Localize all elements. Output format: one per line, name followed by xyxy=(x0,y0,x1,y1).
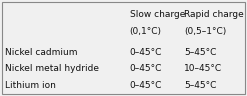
Text: Nickel metal hydride: Nickel metal hydride xyxy=(5,64,100,73)
Text: 5–45°C: 5–45°C xyxy=(184,48,216,57)
Text: 10–45°C: 10–45°C xyxy=(184,64,222,73)
Text: Rapid charge: Rapid charge xyxy=(184,10,244,19)
Text: (0,1°C): (0,1°C) xyxy=(130,27,162,36)
Text: Slow charge: Slow charge xyxy=(130,10,185,19)
Text: 0–45°C: 0–45°C xyxy=(130,81,162,90)
Text: (0,5–1°C): (0,5–1°C) xyxy=(184,27,226,36)
Text: 5–45°C: 5–45°C xyxy=(184,81,216,90)
Text: Nickel cadmium: Nickel cadmium xyxy=(5,48,78,57)
Text: Lithium ion: Lithium ion xyxy=(5,81,56,90)
Text: 0–45°C: 0–45°C xyxy=(130,64,162,73)
Text: 0–45°C: 0–45°C xyxy=(130,48,162,57)
